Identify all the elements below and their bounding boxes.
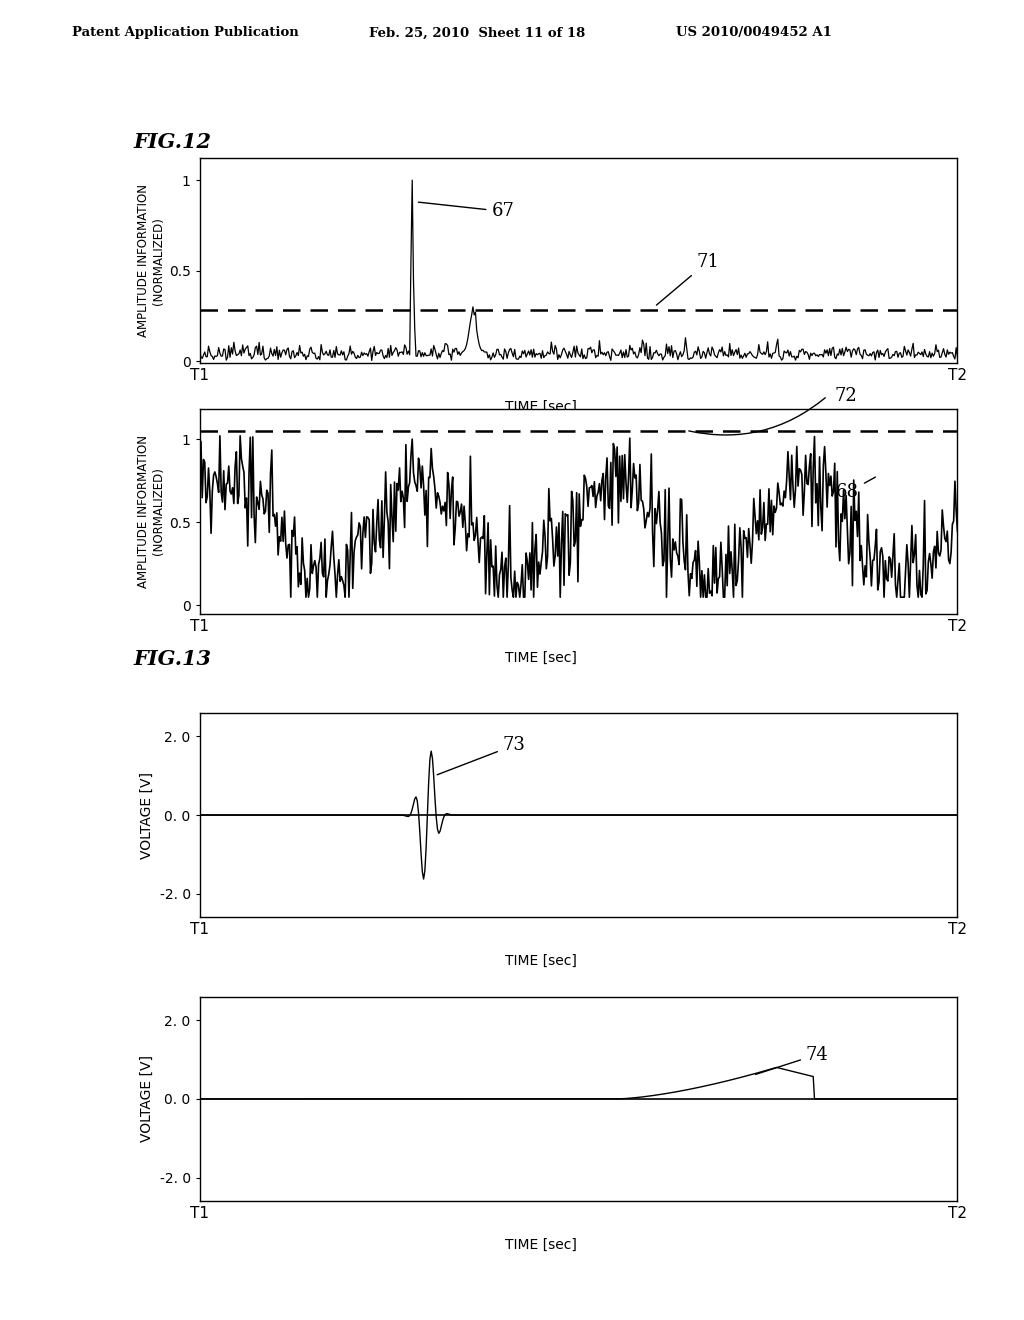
Text: US 2010/0049452 A1: US 2010/0049452 A1 xyxy=(676,26,831,40)
Y-axis label: VOLTAGE [V]: VOLTAGE [V] xyxy=(140,772,154,858)
Text: 71: 71 xyxy=(656,253,719,305)
X-axis label: TIME [sec]: TIME [sec] xyxy=(505,1238,577,1253)
Text: FIG.13: FIG.13 xyxy=(133,649,211,669)
X-axis label: TIME [sec]: TIME [sec] xyxy=(505,651,577,665)
X-axis label: TIME [sec]: TIME [sec] xyxy=(505,400,577,414)
Text: 74: 74 xyxy=(756,1045,828,1074)
Text: 68: 68 xyxy=(837,477,876,502)
Text: 72: 72 xyxy=(835,387,857,405)
Text: Feb. 25, 2010  Sheet 11 of 18: Feb. 25, 2010 Sheet 11 of 18 xyxy=(369,26,585,40)
Text: FIG.12: FIG.12 xyxy=(133,132,211,152)
Y-axis label: AMPLITUDE INFORMATION
(NORMALIZED): AMPLITUDE INFORMATION (NORMALIZED) xyxy=(136,185,165,337)
Text: 73: 73 xyxy=(437,737,525,775)
Y-axis label: AMPLITUDE INFORMATION
(NORMALIZED): AMPLITUDE INFORMATION (NORMALIZED) xyxy=(136,436,165,587)
Text: 67: 67 xyxy=(419,202,514,220)
X-axis label: TIME [sec]: TIME [sec] xyxy=(505,954,577,969)
Text: Patent Application Publication: Patent Application Publication xyxy=(72,26,298,40)
Y-axis label: VOLTAGE [V]: VOLTAGE [V] xyxy=(140,1056,154,1142)
